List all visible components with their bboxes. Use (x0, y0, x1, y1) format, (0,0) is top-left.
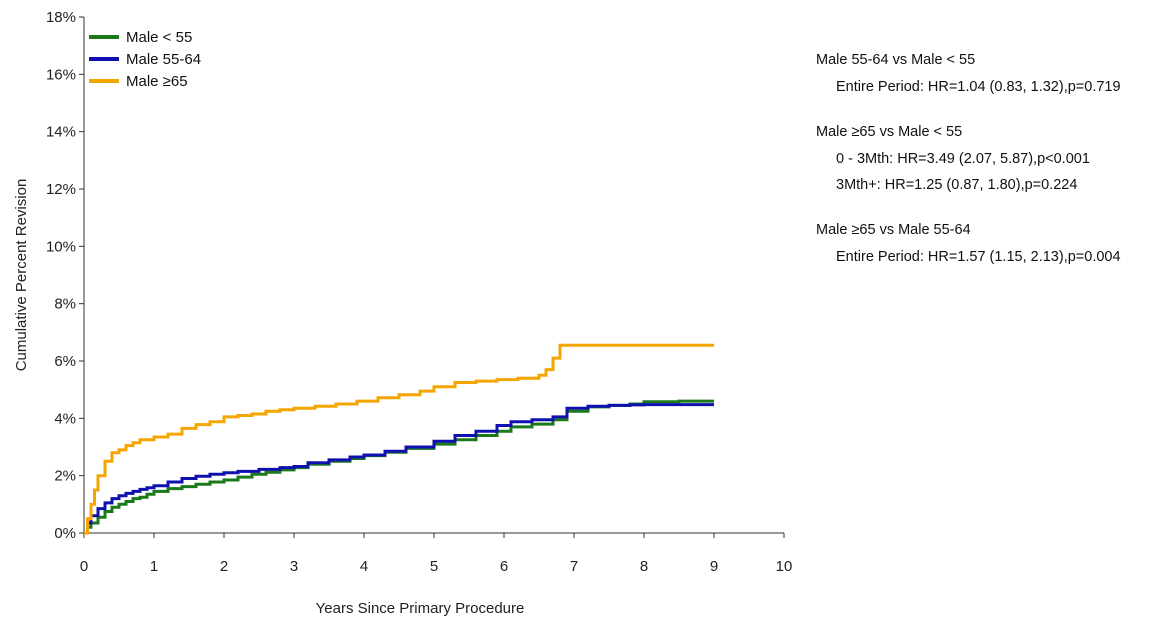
legend-label: Male ≥65 (126, 73, 188, 90)
y-tick-label: 12% (46, 181, 76, 198)
comparison-block-2: Male ≥65 vs Male < 55 0 - 3Mth: HR=3.49 … (816, 122, 1166, 198)
x-tick-label: 1 (150, 558, 158, 575)
x-tick-label: 9 (710, 558, 718, 575)
x-tick-label: 4 (360, 558, 368, 575)
y-tick-label: 18% (46, 9, 76, 26)
series-line-3 (84, 343, 714, 535)
comparison-line: Entire Period: HR=1.57 (1.15, 2.13),p=0.… (836, 249, 1121, 265)
chart-area: 0% 2% 4% 6% 8% 10% 12% 14% 16% 18% 0 1 2 3 4 5 6 7 8 9 10 Yea… (13, 9, 793, 617)
y-tick-label: 8% (54, 296, 76, 313)
hazard-ratio-panel: Male 55-64 vs Male < 55 Entire Period: H… (816, 50, 1166, 292)
x-tick-label: 10 (776, 558, 793, 575)
comparison-heading: Male ≥65 vs Male < 55 (816, 124, 963, 140)
x-tick-label: 2 (220, 558, 228, 575)
x-tick-label: 6 (500, 558, 508, 575)
x-tick-label: 3 (290, 558, 298, 575)
series-line-2 (84, 403, 714, 535)
legend-label: Male < 55 (126, 29, 192, 46)
y-tick-label: 14% (46, 124, 76, 141)
y-tick-label: 6% (54, 353, 76, 370)
comparison-line: Entire Period: HR=1.04 (0.83, 1.32),p=0.… (836, 79, 1121, 95)
y-tick-label: 10% (46, 238, 76, 255)
x-tick-label: 5 (430, 558, 438, 575)
x-tick-label: 7 (570, 558, 578, 575)
x-tick-label: 0 (80, 558, 88, 575)
y-tick-label: 0% (54, 525, 76, 542)
y-tick-label: 4% (54, 410, 76, 427)
comparison-heading: Male 55-64 vs Male < 55 (816, 52, 976, 68)
line-chart: 0% 2% 4% 6% 8% 10% 12% 14% 16% 18% 0 1 2 3 4 5 6 7 8 9 10 Yea… (13, 9, 793, 617)
comparison-block-1: Male 55-64 vs Male < 55 Entire Period: H… (816, 50, 1166, 100)
y-axis-title: Cumulative Percent Revision (13, 179, 30, 372)
comparison-line: 3Mth+: HR=1.25 (0.87, 1.80),p=0.224 (836, 177, 1078, 193)
comparison-line: 0 - 3Mth: HR=3.49 (2.07, 5.87),p<0.001 (836, 151, 1090, 167)
comparison-block-3: Male ≥65 vs Male 55-64 Entire Period: HR… (816, 220, 1166, 270)
x-axis-title: Years Since Primary Procedure (316, 600, 525, 617)
y-tick-label: 16% (46, 66, 76, 83)
y-tick-label: 2% (54, 468, 76, 485)
legend-label: Male 55-64 (126, 51, 201, 68)
series-line-1 (84, 399, 714, 535)
comparison-heading: Male ≥65 vs Male 55-64 (816, 222, 971, 238)
x-tick-label: 8 (640, 558, 648, 575)
